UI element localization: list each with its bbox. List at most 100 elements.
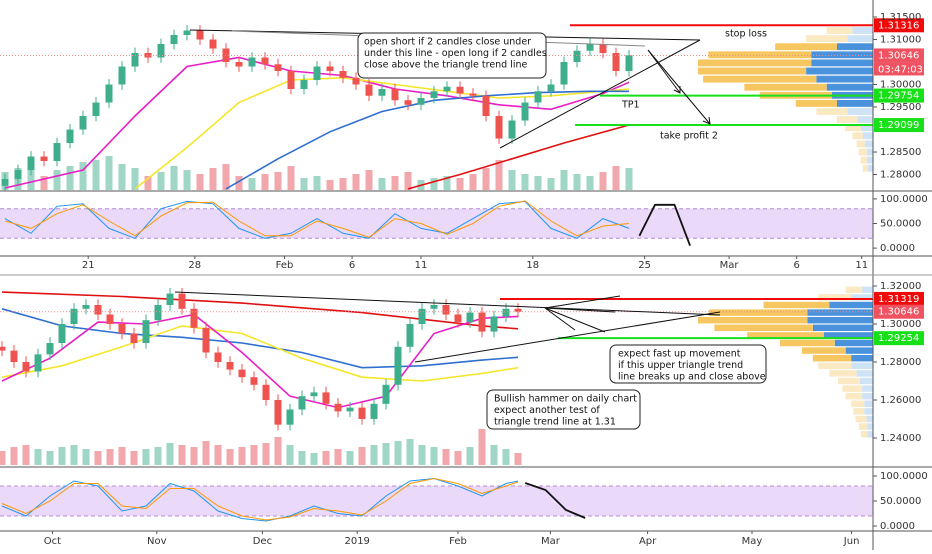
candle-body xyxy=(456,86,464,94)
profile-down xyxy=(826,27,853,34)
candle-body xyxy=(238,369,246,378)
candle-body xyxy=(573,50,581,63)
profile-down xyxy=(818,362,852,370)
candle-body xyxy=(34,354,42,372)
volume-bar xyxy=(365,170,373,190)
oscillator-projection xyxy=(638,203,691,247)
candle-body xyxy=(346,407,354,412)
volume-bar xyxy=(443,176,451,190)
volume-bar xyxy=(495,160,503,190)
moving-average xyxy=(407,124,630,190)
volume-bar xyxy=(248,178,256,190)
candle-body xyxy=(502,308,510,317)
candle-body xyxy=(430,305,438,309)
candle-body xyxy=(287,71,295,90)
last-price-tag xyxy=(874,48,924,63)
volume-bar xyxy=(157,172,165,190)
candle-body xyxy=(154,305,162,321)
volume-bar xyxy=(534,176,542,190)
candle-body xyxy=(166,293,174,306)
profile-up xyxy=(847,108,873,115)
volume-bar xyxy=(334,449,342,465)
x-tick-label: Dec xyxy=(253,536,272,547)
volume-bar xyxy=(274,437,282,465)
candle-body xyxy=(106,314,114,325)
x-tick-label: 11 xyxy=(415,260,428,271)
profile-up xyxy=(845,347,873,354)
countdown-label: 03:47:03 xyxy=(878,64,923,75)
profile-down xyxy=(858,148,867,156)
volume-bar xyxy=(131,168,139,190)
volume-bar xyxy=(118,447,126,465)
y-tick-label: 1.31500 xyxy=(880,12,921,23)
profile-down xyxy=(703,75,817,83)
arrow xyxy=(544,307,616,313)
y-tick-label: 1.31000 xyxy=(880,35,921,46)
candle-body xyxy=(547,84,555,92)
candle-body xyxy=(482,95,490,117)
profile-down xyxy=(708,309,808,316)
candle-body xyxy=(1,179,9,186)
candle-body xyxy=(586,44,594,51)
profile-down xyxy=(858,423,868,430)
profile-down xyxy=(842,385,863,392)
volume-bar xyxy=(40,176,48,190)
y-tick-label: 1.28500 xyxy=(880,147,921,158)
candle-body xyxy=(70,308,78,325)
volume-bar xyxy=(166,443,174,465)
volume-bar xyxy=(612,166,620,190)
profile-up xyxy=(852,27,873,34)
arrow-head xyxy=(702,116,711,125)
volume-bar xyxy=(502,449,510,465)
profile-down xyxy=(845,286,863,294)
arrow xyxy=(544,295,621,309)
level-label: 1.29099 xyxy=(878,120,919,131)
candle-body xyxy=(466,312,474,323)
x-tick-label: Apr xyxy=(639,536,657,547)
profile-up xyxy=(864,140,873,148)
volume-bar xyxy=(226,449,234,465)
profile-down xyxy=(812,354,852,362)
profile-down xyxy=(708,51,812,59)
x-tick-label: 18 xyxy=(526,260,539,271)
candle-body xyxy=(454,314,462,323)
candle-body xyxy=(490,316,498,332)
candle-body xyxy=(190,308,198,328)
volume-bar xyxy=(521,174,529,190)
candle-body xyxy=(442,305,450,315)
volume-bar xyxy=(456,178,464,190)
volume-bar xyxy=(196,174,204,190)
profile-up xyxy=(806,67,873,75)
annotations: open short if 2 candles close underunder… xyxy=(357,29,767,430)
candle-body xyxy=(286,409,294,425)
volume-bar xyxy=(298,451,306,465)
candle-body xyxy=(0,346,6,351)
profile-up xyxy=(829,301,873,309)
volume-bar xyxy=(418,445,426,465)
candle-body xyxy=(46,343,54,355)
profile-down xyxy=(698,316,808,324)
profile-up xyxy=(866,148,873,156)
profile-up xyxy=(864,400,873,408)
volume-bar xyxy=(625,168,633,190)
candle-body xyxy=(261,57,269,65)
candle-body xyxy=(92,102,100,117)
x-tick-label: 21 xyxy=(82,260,95,271)
profile-up xyxy=(862,392,873,400)
candle-body xyxy=(131,53,139,67)
callout-text: if this upper triangle trend xyxy=(618,360,743,371)
volume-bar xyxy=(34,449,42,465)
volume-bar xyxy=(92,160,100,190)
candle-body xyxy=(40,156,48,162)
level-tag xyxy=(874,88,924,103)
volume-bar xyxy=(46,451,54,465)
candle-body xyxy=(274,64,282,72)
arrow xyxy=(544,307,576,331)
candle-body xyxy=(250,377,258,385)
profile-down xyxy=(747,332,824,339)
profile-up xyxy=(866,156,873,164)
candle-body xyxy=(322,392,330,404)
volume-bar xyxy=(53,170,61,190)
profile-up xyxy=(856,370,873,377)
volume-bar xyxy=(382,443,390,465)
